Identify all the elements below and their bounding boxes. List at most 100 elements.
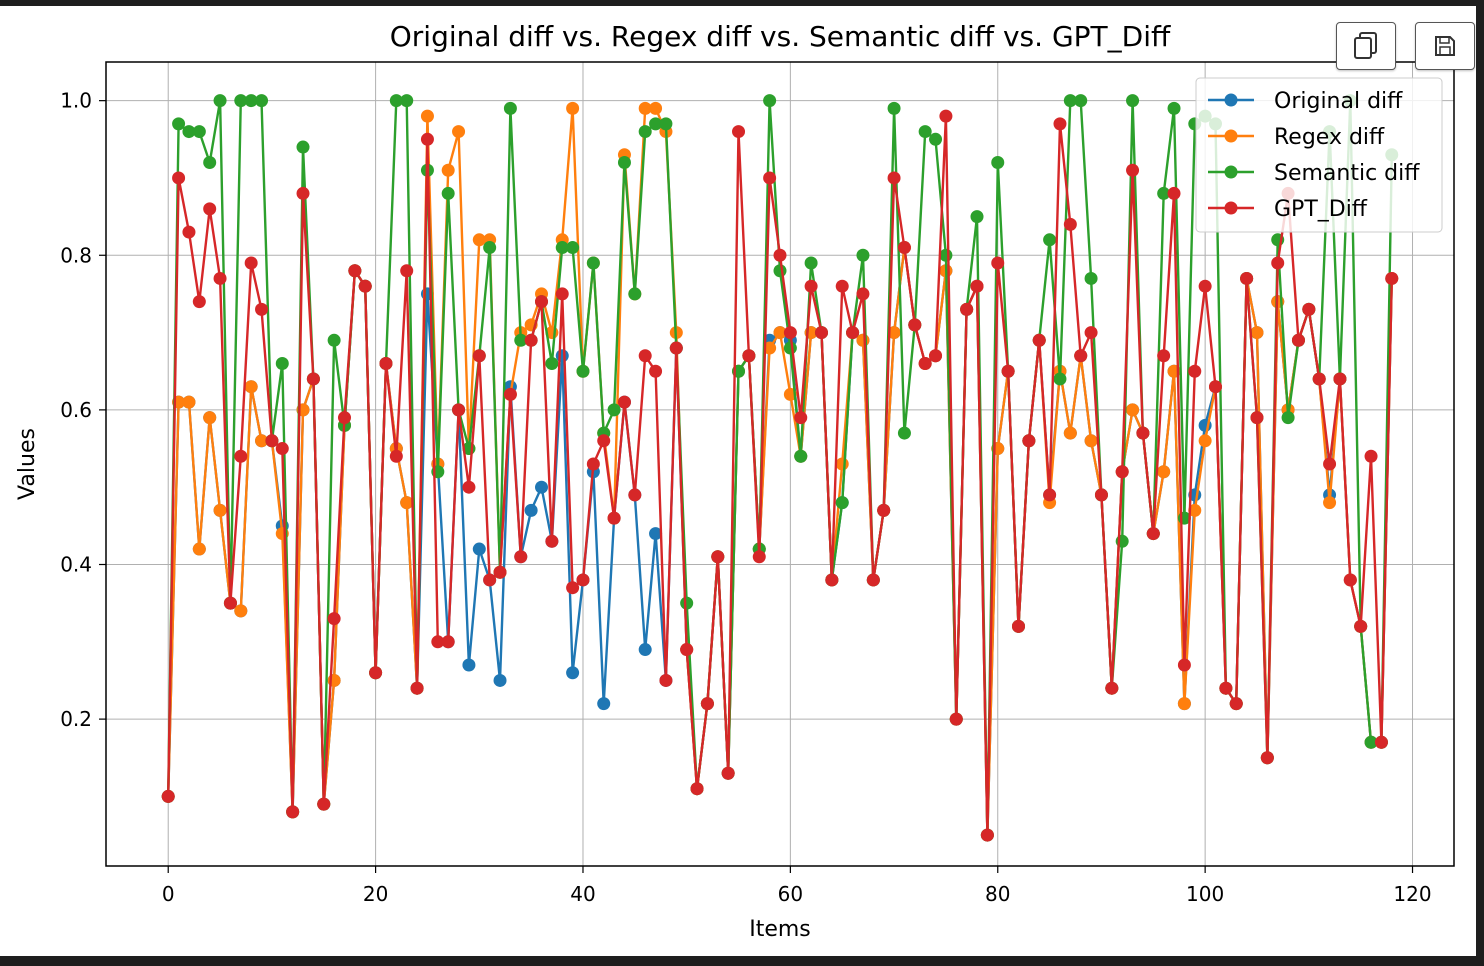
data-point: [1374, 735, 1388, 749]
copy-icon: [1354, 32, 1377, 59]
x-tick-label: 40: [570, 882, 595, 906]
data-point: [389, 94, 403, 108]
data-point: [856, 248, 870, 262]
data-point: [1115, 465, 1129, 479]
legend-marker: [1224, 129, 1238, 143]
floppy-disk-icon: [1435, 36, 1455, 56]
y-tick-label: 0.4: [60, 553, 92, 577]
data-point: [980, 828, 994, 842]
data-point: [514, 333, 528, 347]
data-point: [535, 295, 549, 309]
data-point: [1323, 457, 1337, 471]
data-point: [752, 550, 766, 564]
data-point: [244, 256, 258, 270]
data-point: [555, 349, 569, 363]
data-point: [555, 241, 569, 255]
data-point: [182, 125, 196, 139]
data-point: [794, 449, 808, 463]
data-point: [296, 140, 310, 154]
data-point: [389, 449, 403, 463]
data-point: [856, 287, 870, 301]
data-point: [337, 411, 351, 425]
data-point: [1126, 94, 1140, 108]
data-point: [783, 326, 797, 340]
data-point: [213, 503, 227, 517]
data-point: [1188, 503, 1202, 517]
data-point: [887, 101, 901, 115]
legend-label: Original diff: [1274, 89, 1403, 114]
data-point: [939, 109, 953, 123]
data-point: [1011, 619, 1025, 633]
data-point: [804, 256, 818, 270]
data-point: [275, 357, 289, 370]
data-point: [369, 666, 383, 680]
copy-button[interactable]: [1336, 22, 1396, 70]
data-point: [400, 264, 414, 278]
data-point: [400, 496, 414, 510]
x-tick-label: 120: [1393, 882, 1431, 906]
data-point: [379, 357, 393, 370]
data-point: [1198, 434, 1212, 448]
legend-box: [1195, 77, 1443, 233]
data-point: [1157, 349, 1171, 363]
data-point: [1053, 117, 1067, 131]
data-point: [1094, 488, 1108, 502]
data-point: [223, 596, 237, 610]
data-point: [161, 789, 175, 803]
data-point: [814, 326, 828, 340]
data-point: [794, 411, 808, 425]
data-point: [825, 573, 839, 587]
data-point: [721, 766, 735, 780]
data-point: [1385, 271, 1399, 285]
data-point: [1177, 658, 1191, 672]
data-point: [1209, 380, 1223, 394]
data-point: [607, 511, 621, 525]
data-point: [970, 279, 984, 293]
data-point: [970, 210, 984, 224]
data-point: [1323, 496, 1337, 510]
data-point: [213, 94, 227, 108]
data-point: [991, 256, 1005, 270]
legend-marker: [1224, 165, 1238, 179]
data-point: [929, 349, 943, 363]
data-point: [503, 101, 517, 115]
data-point: [887, 171, 901, 185]
data-point: [514, 550, 528, 564]
data-point: [783, 341, 797, 355]
data-point: [255, 94, 269, 108]
data-point: [493, 673, 507, 687]
data-point: [1074, 349, 1088, 363]
data-point: [1250, 326, 1264, 340]
data-point: [182, 225, 196, 239]
data-point: [1229, 697, 1243, 711]
series-3: [161, 109, 1399, 842]
y-tick-label: 0.6: [60, 398, 92, 422]
data-point: [192, 125, 206, 139]
data-point: [1271, 256, 1285, 270]
data-point: [203, 202, 217, 216]
data-point: [877, 503, 891, 517]
data-point: [918, 357, 932, 370]
data-point: [835, 279, 849, 293]
data-point: [327, 333, 341, 347]
x-tick-label: 100: [1186, 882, 1224, 906]
data-point: [1084, 271, 1098, 285]
data-point: [1219, 681, 1233, 695]
legend-label: Semantic diff: [1274, 161, 1420, 186]
data-point: [306, 372, 320, 386]
data-point: [939, 248, 953, 262]
data-point: [1333, 372, 1347, 386]
data-point: [1126, 163, 1140, 177]
data-point: [431, 635, 445, 649]
data-point: [638, 125, 652, 139]
data-point: [649, 364, 663, 378]
data-point: [742, 349, 756, 363]
data-point: [1157, 465, 1171, 479]
data-point: [856, 333, 870, 347]
data-point: [897, 241, 911, 255]
data-point: [680, 643, 694, 657]
save-button[interactable]: [1415, 22, 1475, 70]
data-point: [617, 395, 631, 409]
y-axis-label: Values: [15, 428, 40, 500]
data-point: [234, 94, 248, 108]
